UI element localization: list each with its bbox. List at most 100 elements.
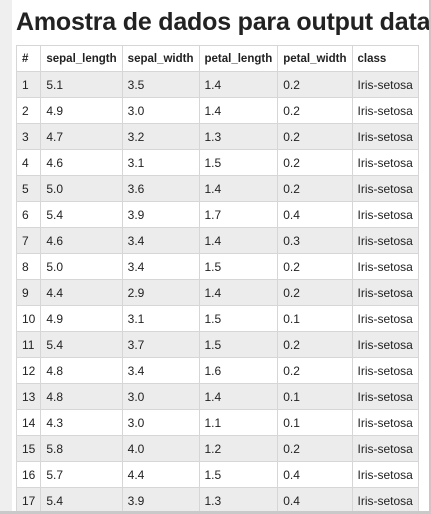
table-row: 7 4.6 3.4 1.4 0.3 Iris-setosa <box>15 227 419 254</box>
cell-class: Iris-setosa <box>351 357 419 384</box>
column-header-index: # <box>15 45 42 72</box>
cell-sepal-width: 2.9 <box>121 279 200 306</box>
cell-sepal-length: 4.7 <box>40 123 123 150</box>
table-row: 11 5.4 3.7 1.5 0.2 Iris-setosa <box>15 331 419 358</box>
cell-sepal-length: 4.8 <box>40 357 123 384</box>
cell-class: Iris-setosa <box>351 123 419 150</box>
frame-bottom-border <box>0 511 431 514</box>
cell-class: Iris-setosa <box>351 71 419 98</box>
cell-index: 4 <box>15 149 42 176</box>
cell-class: Iris-setosa <box>351 201 419 228</box>
cell-index: 15 <box>15 435 42 462</box>
cell-petal-width: 0.2 <box>277 357 353 384</box>
cell-sepal-length: 4.8 <box>40 383 123 410</box>
cell-index: 14 <box>15 409 42 436</box>
left-gutter <box>0 0 12 514</box>
cell-class: Iris-setosa <box>351 227 419 254</box>
cell-petal-length: 1.5 <box>198 149 279 176</box>
cell-sepal-length: 5.4 <box>40 331 123 358</box>
cell-index: 2 <box>15 97 42 124</box>
table-row: 14 4.3 3.0 1.1 0.1 Iris-setosa <box>15 409 419 436</box>
cell-petal-width: 0.4 <box>277 461 353 488</box>
cell-sepal-length: 4.6 <box>40 227 123 254</box>
cell-sepal-width: 3.5 <box>121 71 200 98</box>
table-body: 1 5.1 3.5 1.4 0.2 Iris-setosa 2 4.9 3.0 1.4 0.2 Iri… <box>15 71 419 514</box>
cell-index: 1 <box>15 71 42 98</box>
table-row: 8 5.0 3.4 1.5 0.2 Iris-setosa <box>15 253 419 280</box>
cell-sepal-width: 3.6 <box>121 175 200 202</box>
cell-petal-width: 0.2 <box>277 175 353 202</box>
cell-sepal-length: 4.9 <box>40 305 123 332</box>
cell-class: Iris-setosa <box>351 305 419 332</box>
cell-sepal-length: 4.4 <box>40 279 123 306</box>
cell-sepal-width: 3.1 <box>121 305 200 332</box>
cell-index: 7 <box>15 227 42 254</box>
column-header-petal-width: petal_width <box>277 45 353 72</box>
cell-sepal-length: 4.6 <box>40 149 123 176</box>
cell-sepal-width: 3.0 <box>121 97 200 124</box>
column-header-sepal-width: sepal_width <box>121 45 200 72</box>
cell-index: 17 <box>15 487 42 514</box>
cell-petal-width: 0.2 <box>277 253 353 280</box>
cell-petal-width: 0.2 <box>277 279 353 306</box>
cell-class: Iris-setosa <box>351 253 419 280</box>
output-panel[interactable]: Amostra de dados para output data # sepa… <box>12 0 430 514</box>
cell-class: Iris-setosa <box>351 487 419 514</box>
cell-index: 3 <box>15 123 42 150</box>
cell-sepal-width: 3.9 <box>121 201 200 228</box>
cell-petal-width: 0.4 <box>277 201 353 228</box>
cell-class: Iris-setosa <box>351 97 419 124</box>
table-row: 15 5.8 4.0 1.2 0.2 Iris-setosa <box>15 435 419 462</box>
cell-petal-length: 1.5 <box>198 461 279 488</box>
cell-index: 8 <box>15 253 42 280</box>
cell-petal-width: 0.2 <box>277 97 353 124</box>
cell-class: Iris-setosa <box>351 279 419 306</box>
table-row: 12 4.8 3.4 1.6 0.2 Iris-setosa <box>15 357 419 384</box>
cell-index: 16 <box>15 461 42 488</box>
cell-petal-length: 1.3 <box>198 487 279 514</box>
table-row: 5 5.0 3.6 1.4 0.2 Iris-setosa <box>15 175 419 202</box>
cell-index: 12 <box>15 357 42 384</box>
cell-petal-width: 0.2 <box>277 123 353 150</box>
cell-index: 9 <box>15 279 42 306</box>
cell-petal-width: 0.1 <box>277 305 353 332</box>
cell-index: 11 <box>15 331 42 358</box>
cell-sepal-width: 4.0 <box>121 435 200 462</box>
cell-class: Iris-setosa <box>351 175 419 202</box>
cell-petal-length: 1.4 <box>198 227 279 254</box>
cell-sepal-width: 3.4 <box>121 253 200 280</box>
table-row: 16 5.7 4.4 1.5 0.4 Iris-setosa <box>15 461 419 488</box>
cell-sepal-length: 5.7 <box>40 461 123 488</box>
cell-sepal-width: 3.9 <box>121 487 200 514</box>
cell-sepal-length: 5.1 <box>40 71 123 98</box>
page-title: Amostra de dados para output data <box>16 8 431 36</box>
cell-sepal-width: 3.4 <box>121 227 200 254</box>
cell-sepal-length: 5.4 <box>40 487 123 514</box>
cell-petal-width: 0.2 <box>277 149 353 176</box>
cell-sepal-width: 3.4 <box>121 357 200 384</box>
cell-petal-width: 0.4 <box>277 487 353 514</box>
cell-petal-width: 0.3 <box>277 227 353 254</box>
cell-sepal-width: 3.0 <box>121 383 200 410</box>
cell-sepal-width: 3.1 <box>121 149 200 176</box>
table-row: 13 4.8 3.0 1.4 0.1 Iris-setosa <box>15 383 419 410</box>
cell-class: Iris-setosa <box>351 409 419 436</box>
cell-sepal-length: 4.3 <box>40 409 123 436</box>
cell-sepal-width: 4.4 <box>121 461 200 488</box>
cell-petal-length: 1.1 <box>198 409 279 436</box>
cell-petal-length: 1.4 <box>198 383 279 410</box>
cell-class: Iris-setosa <box>351 461 419 488</box>
cell-petal-length: 1.5 <box>198 305 279 332</box>
cell-sepal-width: 3.2 <box>121 123 200 150</box>
table-row: 2 4.9 3.0 1.4 0.2 Iris-setosa <box>15 97 419 124</box>
cell-class: Iris-setosa <box>351 331 419 358</box>
cell-petal-width: 0.2 <box>277 71 353 98</box>
cell-petal-length: 1.3 <box>198 123 279 150</box>
frame-right-border <box>429 0 431 514</box>
cell-sepal-width: 3.0 <box>121 409 200 436</box>
table-row: 10 4.9 3.1 1.5 0.1 Iris-setosa <box>15 305 419 332</box>
cell-sepal-width: 3.7 <box>121 331 200 358</box>
table-row: 1 5.1 3.5 1.4 0.2 Iris-setosa <box>15 71 419 98</box>
cell-petal-width: 0.2 <box>277 331 353 358</box>
